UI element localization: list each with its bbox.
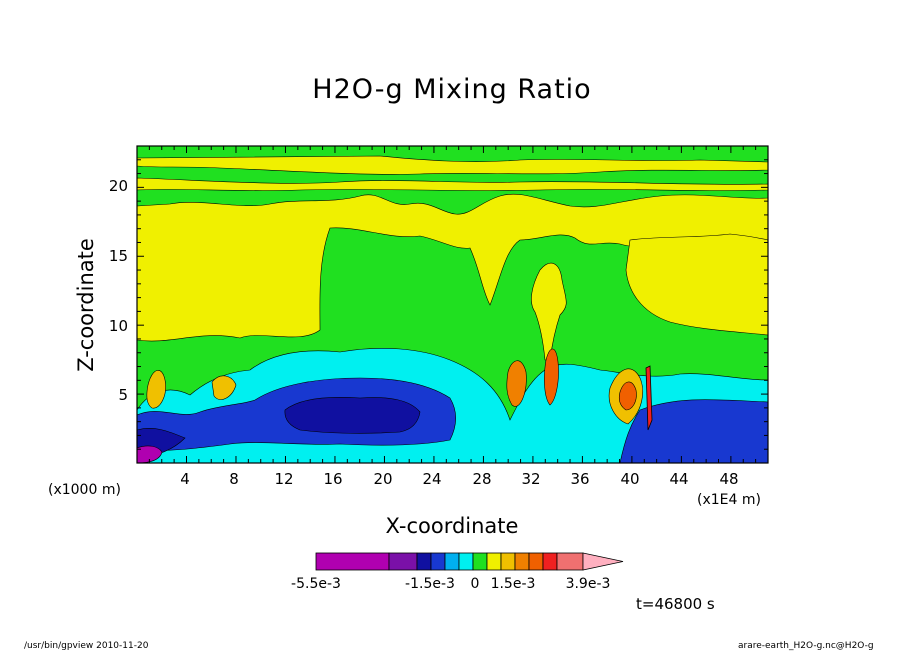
cell-red-40 bbox=[618, 381, 637, 411]
plot-frame bbox=[136, 145, 769, 464]
colorbar-arrow bbox=[582, 552, 624, 571]
cell-orange-left2 bbox=[211, 375, 237, 400]
colorbar-swatch bbox=[542, 552, 558, 571]
band-upper-yellow-strip bbox=[137, 155, 768, 175]
colorbar-label: 0 bbox=[470, 576, 480, 592]
x-tick-label: 44 bbox=[669, 470, 689, 488]
y-axis-label: Z-coordinate bbox=[74, 238, 98, 372]
x-tick-label: 40 bbox=[620, 470, 640, 488]
x-unit-left: (x1000 m) bbox=[48, 482, 121, 498]
colorbar-swatch bbox=[444, 552, 460, 571]
x-tick-label: 24 bbox=[422, 470, 442, 488]
colorbar-swatch bbox=[528, 552, 544, 571]
chart-title: H2O-g Mixing Ratio bbox=[312, 74, 592, 105]
y-tick-label: 20 bbox=[108, 177, 128, 195]
colorbar-label: -1.5e-3 bbox=[405, 576, 455, 592]
cell-orange-32 bbox=[506, 360, 527, 407]
colorbar-swatch bbox=[430, 552, 446, 571]
footer-command: /usr/bin/gpview 2010-11-20 bbox=[24, 641, 149, 651]
x-unit-right: (x1E4 m) bbox=[697, 492, 761, 508]
x-tick-label: 32 bbox=[521, 470, 541, 488]
time-label: t=46800 s bbox=[636, 595, 715, 613]
band-blue-right bbox=[619, 399, 768, 463]
cell-core-41 bbox=[645, 365, 653, 431]
axis-ticks bbox=[137, 146, 768, 463]
colorbar-swatch bbox=[500, 552, 516, 571]
x-tick-label: 36 bbox=[570, 470, 590, 488]
x-tick-label: 12 bbox=[274, 470, 294, 488]
colorbar-label: 3.9e-3 bbox=[565, 576, 611, 592]
colorbar-label: -5.5e-3 bbox=[291, 576, 341, 592]
y-tick-label: 15 bbox=[108, 247, 128, 265]
x-tick-label: 20 bbox=[373, 470, 393, 488]
y-tick-label: 10 bbox=[108, 317, 128, 335]
band-mid-yellow-right bbox=[625, 233, 768, 336]
y-tick-label: 5 bbox=[118, 386, 128, 404]
colorbar-swatch bbox=[315, 552, 390, 571]
colorbar bbox=[315, 552, 624, 571]
x-axis-label: X-coordinate bbox=[385, 514, 519, 538]
cell-orange-left bbox=[146, 370, 166, 409]
colorbar-swatch bbox=[472, 552, 488, 571]
colorbar-swatch bbox=[416, 552, 432, 571]
band-mid-yellow-plume bbox=[531, 262, 567, 361]
cell-orange-33 bbox=[544, 348, 559, 406]
x-tick-label: 4 bbox=[180, 470, 190, 488]
x-tick-label: 48 bbox=[719, 470, 739, 488]
x-tick-label: 28 bbox=[472, 470, 492, 488]
x-tick-label: 16 bbox=[323, 470, 343, 488]
x-tick-label: 8 bbox=[229, 470, 239, 488]
colorbar-label: 1.5e-3 bbox=[490, 576, 536, 592]
colorbar-swatch bbox=[486, 552, 502, 571]
colorbar-swatch bbox=[388, 552, 418, 571]
colorbar-swatch bbox=[458, 552, 474, 571]
band-upper-yellow-strip-2 bbox=[137, 177, 768, 191]
footer-source: arare-earth_H2O-g.nc@H2O-g bbox=[738, 641, 874, 651]
band-navy bbox=[284, 397, 421, 434]
colorbar-swatch bbox=[514, 552, 530, 571]
colorbar-swatch bbox=[556, 552, 584, 571]
